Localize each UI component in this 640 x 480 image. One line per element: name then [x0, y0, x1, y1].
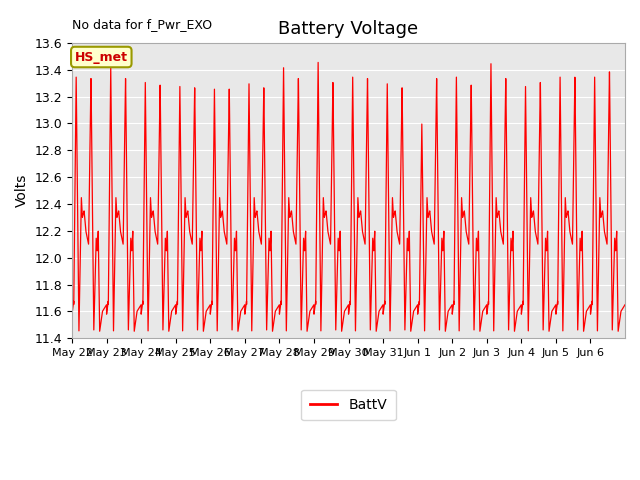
Text: No data for f_Pwr_EXO: No data for f_Pwr_EXO — [72, 18, 212, 31]
Y-axis label: Volts: Volts — [15, 174, 29, 207]
Legend: BattV: BattV — [301, 390, 396, 420]
Text: HS_met: HS_met — [75, 50, 128, 63]
Title: Battery Voltage: Battery Voltage — [278, 21, 419, 38]
